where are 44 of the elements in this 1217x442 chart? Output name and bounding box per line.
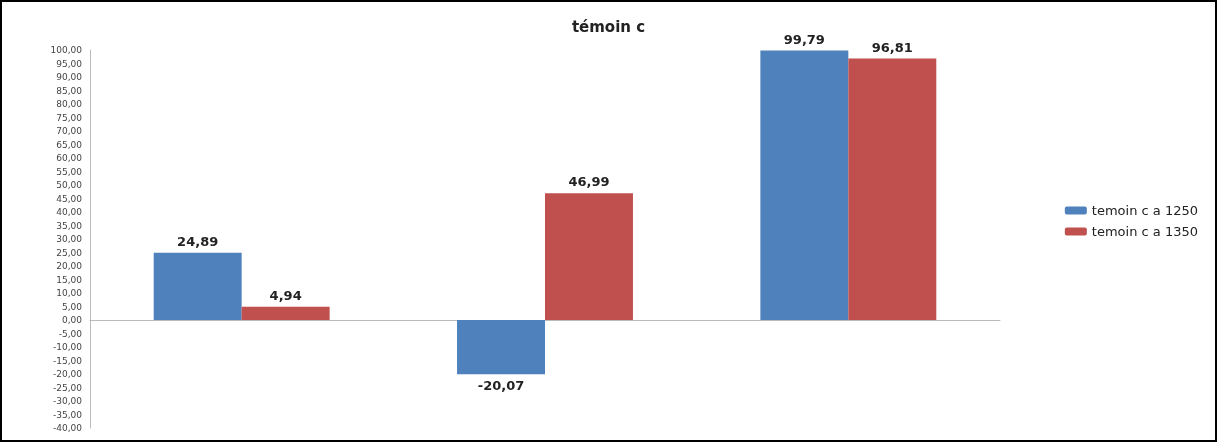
data-label: -20,07 [477,378,525,394]
y-tick-label: -5,00 [58,328,83,339]
y-tick-label: 10,00 [56,288,83,298]
y-tick-label: 15,00 [56,274,83,285]
y-tick-label: 85,00 [56,85,83,96]
bar [848,58,937,320]
bar [457,320,545,375]
y-tick-label: 65,00 [56,139,83,150]
y-tick-label: -20,00 [52,369,83,379]
y-tick-label: 70,00 [56,126,83,136]
y-tick-label: 0,00 [61,315,83,325]
y-tick-label: 80,00 [56,99,83,109]
bar [545,193,633,320]
y-tick-label: 20,00 [56,261,83,271]
data-label: 96,81 [871,39,913,55]
data-label: 46,99 [568,174,610,190]
y-tick-label: 55,00 [56,166,83,177]
chart-title: témoin c [571,17,646,36]
data-label: 4,94 [269,287,302,303]
y-tick-label: 95,00 [56,58,83,69]
bar [760,50,849,320]
legend-label: temoin c a 1350 [1091,224,1199,239]
y-tick-label: 30,00 [56,234,83,244]
legend-label: temoin c a 1250 [1091,203,1199,218]
y-tick-label: -15,00 [52,355,83,366]
y-tick-label: 5,00 [61,301,83,312]
y-tick-label: 50,00 [56,180,83,190]
y-tick-label: 25,00 [56,247,83,258]
y-tick-label: 40,00 [56,207,83,217]
y-tick-label: -30,00 [52,396,83,406]
y-tick-label: 45,00 [56,193,83,204]
y-tick-label: -35,00 [52,409,83,420]
data-label: 99,79 [783,31,825,47]
data-label: 24,89 [177,233,219,249]
y-tick-label: 75,00 [56,112,83,123]
bar [241,306,330,320]
y-tick-label: -25,00 [52,382,83,393]
y-tick-label: 90,00 [56,72,83,82]
y-tick-label: -40,00 [52,423,83,433]
y-tick-label: 60,00 [56,153,83,163]
y-tick-label: 100,00 [50,45,83,55]
y-tick-label: -10,00 [52,342,83,352]
y-tick-label: 35,00 [56,220,83,231]
bar [153,252,242,320]
